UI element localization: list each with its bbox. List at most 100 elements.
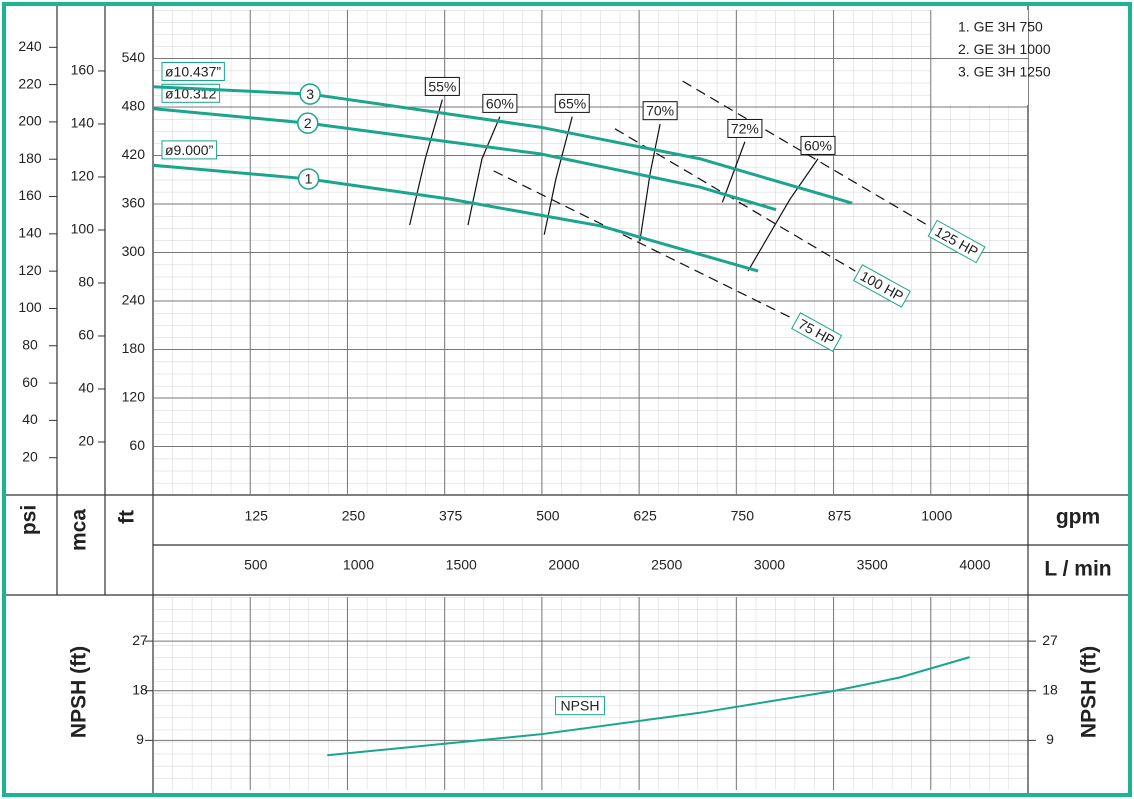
efficiency-label: 60% bbox=[486, 95, 514, 111]
legend-entry: 3. GE 3H 1250 bbox=[958, 64, 1051, 80]
y2-tick-label: 120 bbox=[18, 262, 42, 278]
efficiency-label-box bbox=[642, 101, 678, 121]
y-axis-label: ft bbox=[116, 510, 139, 524]
y3-tick-label: 60 bbox=[78, 327, 94, 343]
y2-tick-label: 140 bbox=[18, 225, 42, 241]
y2-tick-label: 20 bbox=[22, 448, 38, 464]
frame bbox=[4, 4, 1130, 795]
efficiency-label: 65% bbox=[558, 95, 586, 111]
y-tick-label: 540 bbox=[122, 49, 146, 65]
power-label-box bbox=[852, 264, 911, 308]
x-tick-label: 125 bbox=[245, 508, 269, 524]
y2-tick-label: 80 bbox=[22, 336, 38, 352]
minor-grid bbox=[153, 597, 1028, 790]
efficiency-curve bbox=[409, 99, 443, 226]
y3-tick-label: 140 bbox=[71, 115, 95, 131]
diameter-box bbox=[161, 140, 218, 160]
x-axis-label: gpm bbox=[1056, 506, 1100, 529]
y3-tick-label: 40 bbox=[78, 380, 94, 396]
curve-marker bbox=[299, 83, 321, 105]
power-label-box bbox=[791, 312, 843, 352]
npsh-axis-label: NPSH (ft) bbox=[68, 646, 91, 738]
npsh-curve bbox=[327, 656, 970, 757]
npsh-axis-label-right: NPSH (ft) bbox=[1078, 646, 1101, 738]
efficiency-label-box bbox=[727, 118, 763, 138]
y-tick-label: 60 bbox=[129, 437, 145, 453]
efficiency-label: 55% bbox=[428, 78, 456, 94]
y3-tick-label: 100 bbox=[71, 221, 95, 237]
y-tick-label: 240 bbox=[122, 292, 146, 308]
x2-tick-label: 500 bbox=[244, 557, 268, 573]
efficiency-label-box bbox=[424, 76, 460, 96]
y2-tick-label: 100 bbox=[18, 299, 42, 315]
curve-marker-label: 3 bbox=[306, 86, 314, 102]
y2-tick-label: 40 bbox=[22, 411, 38, 427]
efficiency-label: 70% bbox=[646, 103, 674, 119]
head-curve bbox=[152, 163, 759, 273]
curve-marker bbox=[297, 168, 320, 190]
head-curve bbox=[152, 85, 853, 205]
y-tick-label: 360 bbox=[122, 195, 146, 211]
y3-tick-label: 120 bbox=[71, 168, 95, 184]
legend-entry: 1. GE 3H 750 bbox=[958, 19, 1043, 35]
y2-tick-label: 220 bbox=[18, 75, 42, 91]
y-tick-label-right: 18 bbox=[1042, 681, 1058, 697]
head-curve bbox=[152, 107, 777, 212]
x-tick-label: 750 bbox=[731, 508, 755, 524]
npsh-label: NPSH bbox=[561, 698, 600, 714]
power-line bbox=[614, 128, 856, 272]
x2-tick-label: 1000 bbox=[343, 557, 374, 573]
y3-tick-label: 20 bbox=[78, 433, 94, 449]
diameter-label: ø9.000” bbox=[165, 142, 214, 158]
y-tick-label: 120 bbox=[122, 389, 146, 405]
efficiency-curve bbox=[747, 158, 819, 272]
y2-tick-label: 60 bbox=[22, 374, 38, 390]
npsh-label-box bbox=[555, 696, 605, 716]
x-tick-label: 1000 bbox=[921, 508, 952, 524]
y-tick-label-right: 27 bbox=[1042, 632, 1058, 648]
y-tick-label: 9 bbox=[136, 731, 144, 747]
x2-tick-label: 4000 bbox=[959, 557, 990, 573]
x2-axis-label: L / min bbox=[1044, 558, 1111, 581]
x2-tick-label: 2000 bbox=[548, 557, 579, 573]
efficiency-label-box bbox=[482, 93, 518, 113]
x2-tick-label: 3500 bbox=[857, 557, 888, 573]
y-tick-label-right: 9 bbox=[1046, 731, 1054, 747]
efficiency-label: 72% bbox=[731, 120, 759, 136]
x-tick-label: 250 bbox=[342, 508, 366, 524]
y3-tick-label: 160 bbox=[71, 62, 95, 78]
y3-tick-label: 80 bbox=[78, 274, 94, 290]
diameter-label: ø10.437” bbox=[165, 63, 221, 79]
y2-axis-label: psi bbox=[18, 505, 41, 535]
efficiency-curve bbox=[721, 141, 746, 203]
y-tick-label: 480 bbox=[122, 98, 146, 114]
y-tick-label: 18 bbox=[132, 681, 148, 697]
diameter-box bbox=[161, 61, 225, 81]
x2-tick-label: 3000 bbox=[754, 557, 785, 573]
x-tick-label: 875 bbox=[828, 508, 852, 524]
y2-tick-label: 240 bbox=[18, 38, 42, 54]
power-line bbox=[493, 170, 791, 318]
y-tick-label: 300 bbox=[122, 243, 146, 259]
x-tick-label: 375 bbox=[439, 508, 463, 524]
x2-tick-label: 2500 bbox=[651, 557, 682, 573]
efficiency-curve bbox=[639, 123, 661, 242]
y2-tick-label: 200 bbox=[18, 113, 42, 129]
y-tick-label: 420 bbox=[122, 146, 146, 162]
legend-entry: 2. GE 3H 1000 bbox=[958, 41, 1051, 57]
y3-axis-label: mca bbox=[68, 509, 91, 551]
x2-tick-label: 1500 bbox=[446, 557, 477, 573]
power-label-box bbox=[927, 219, 986, 264]
y-tick-label: 180 bbox=[122, 340, 146, 356]
efficiency-label-box bbox=[554, 93, 590, 113]
y2-tick-label: 160 bbox=[18, 187, 42, 203]
y2-tick-label: 180 bbox=[18, 150, 42, 166]
curve-marker bbox=[297, 112, 319, 134]
legend-box bbox=[930, 10, 1028, 105]
x-tick-label: 625 bbox=[633, 508, 657, 524]
x-tick-label: 500 bbox=[536, 508, 560, 524]
curve-marker-label: 1 bbox=[305, 171, 313, 187]
curve-marker-label: 2 bbox=[304, 115, 312, 131]
